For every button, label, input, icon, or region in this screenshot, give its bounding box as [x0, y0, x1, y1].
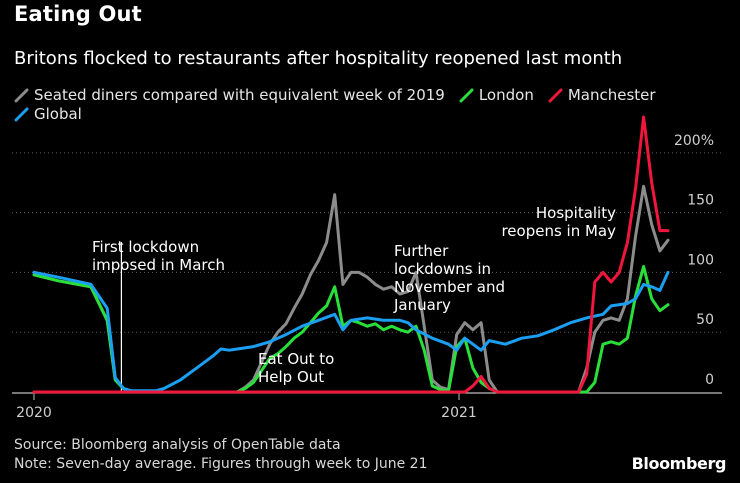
chart-title: Eating Out — [14, 2, 142, 26]
legend-label: Seated diners compared with equivalent w… — [34, 86, 445, 104]
legend: Seated diners compared with equivalent w… — [14, 86, 714, 124]
footer: Source: Bloomberg analysis of OpenTable … — [14, 436, 428, 474]
y-tick-label: 0 — [705, 372, 714, 388]
legend-label: Manchester — [567, 86, 656, 104]
series-line-global — [32, 270, 670, 393]
y-tick-label: 50 — [696, 312, 714, 328]
bloomberg-logo: Bloomberg — [631, 454, 727, 473]
annotation: Eat Out to Help Out — [258, 350, 334, 386]
annotation: Further lockdowns in November and January — [393, 242, 505, 314]
legend-item: Global — [14, 105, 82, 124]
y-tick-label: 200% — [674, 133, 714, 149]
series-line-london — [32, 265, 670, 394]
annotation: Hospitality reopens in May — [501, 204, 616, 240]
y-tick-label: 100 — [687, 252, 714, 268]
legend-swatch-icon — [14, 107, 29, 122]
legend-item: London — [459, 86, 534, 105]
annotation: First lockdown imposed in March — [92, 238, 225, 274]
legend-swatch-icon — [14, 88, 29, 103]
legend-label: Global — [34, 105, 82, 123]
legend-swatch-icon — [459, 88, 474, 103]
method-note: Note: Seven-day average. Figures through… — [14, 456, 428, 472]
chart-subtitle: Britons flocked to restaurants after hos… — [14, 48, 623, 69]
x-tick-label: 2021 — [441, 405, 477, 421]
legend-item: Seated diners compared with equivalent w… — [14, 86, 445, 105]
legend-item: Manchester — [548, 86, 656, 105]
legend-label: London — [478, 86, 534, 104]
series-line-manchester — [32, 115, 670, 394]
source-note: Source: Bloomberg analysis of OpenTable … — [14, 437, 341, 453]
legend-swatch-icon — [548, 88, 563, 103]
y-tick-label: 150 — [687, 193, 714, 209]
x-tick-label: 2020 — [16, 405, 52, 421]
